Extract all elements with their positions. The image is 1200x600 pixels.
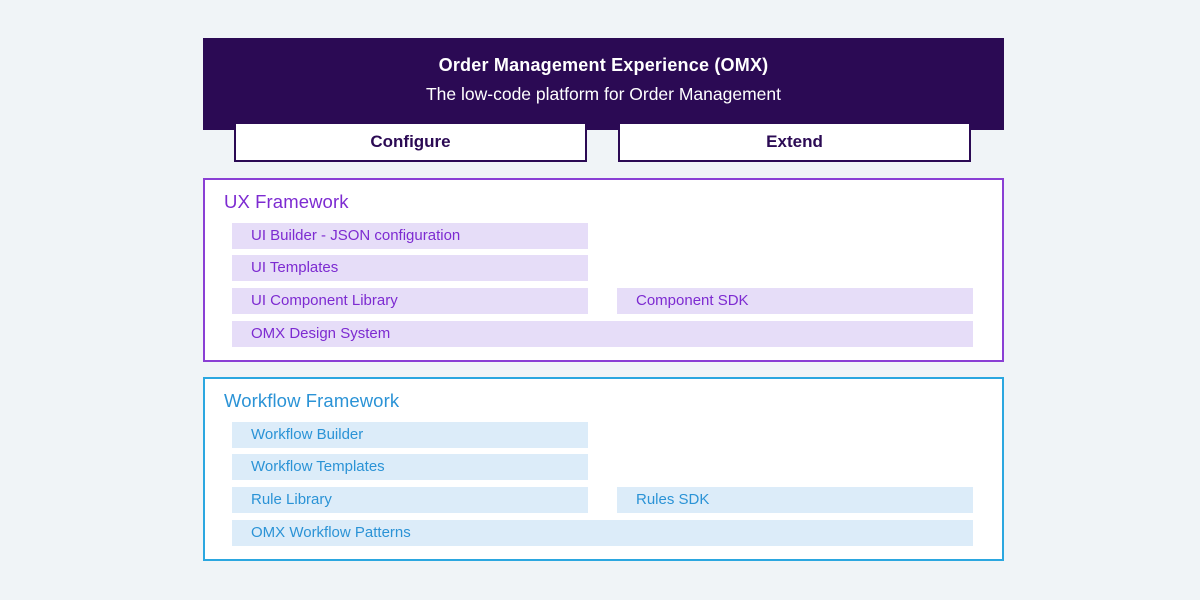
feature-bar-workflow-builder: Workflow Builder [232,422,588,448]
feature-bar-omx-design-system: OMX Design System [232,321,973,347]
header-band: Order Management Experience (OMX) The lo… [203,38,1004,130]
page-title: Order Management Experience (OMX) [438,55,769,75]
workflow-framework-section: Workflow Framework Workflow Builder Work… [203,377,1004,561]
feature-bar-ui-builder: UI Builder - JSON configuration [232,223,588,249]
workflow-framework-title: Workflow Framework [224,390,400,411]
feature-bar-component-sdk: Component SDK [617,288,973,314]
tab-extend[interactable]: Extend [618,122,971,162]
feature-bar-rules-sdk: Rules SDK [617,487,973,513]
feature-bar-omx-workflow-patterns: OMX Workflow Patterns [232,520,973,546]
feature-bar-ui-component-library: UI Component Library [232,288,588,314]
feature-bar-ui-templates: UI Templates [232,255,588,281]
page-subtitle: The low-code platform for Order Manageme… [425,84,782,104]
tab-configure[interactable]: Configure [234,122,587,162]
feature-bar-rule-library: Rule Library [232,487,588,513]
feature-bar-workflow-templates: Workflow Templates [232,454,588,480]
ux-framework-title: UX Framework [224,191,349,212]
ux-framework-section: UX Framework UI Builder - JSON configura… [203,178,1004,362]
